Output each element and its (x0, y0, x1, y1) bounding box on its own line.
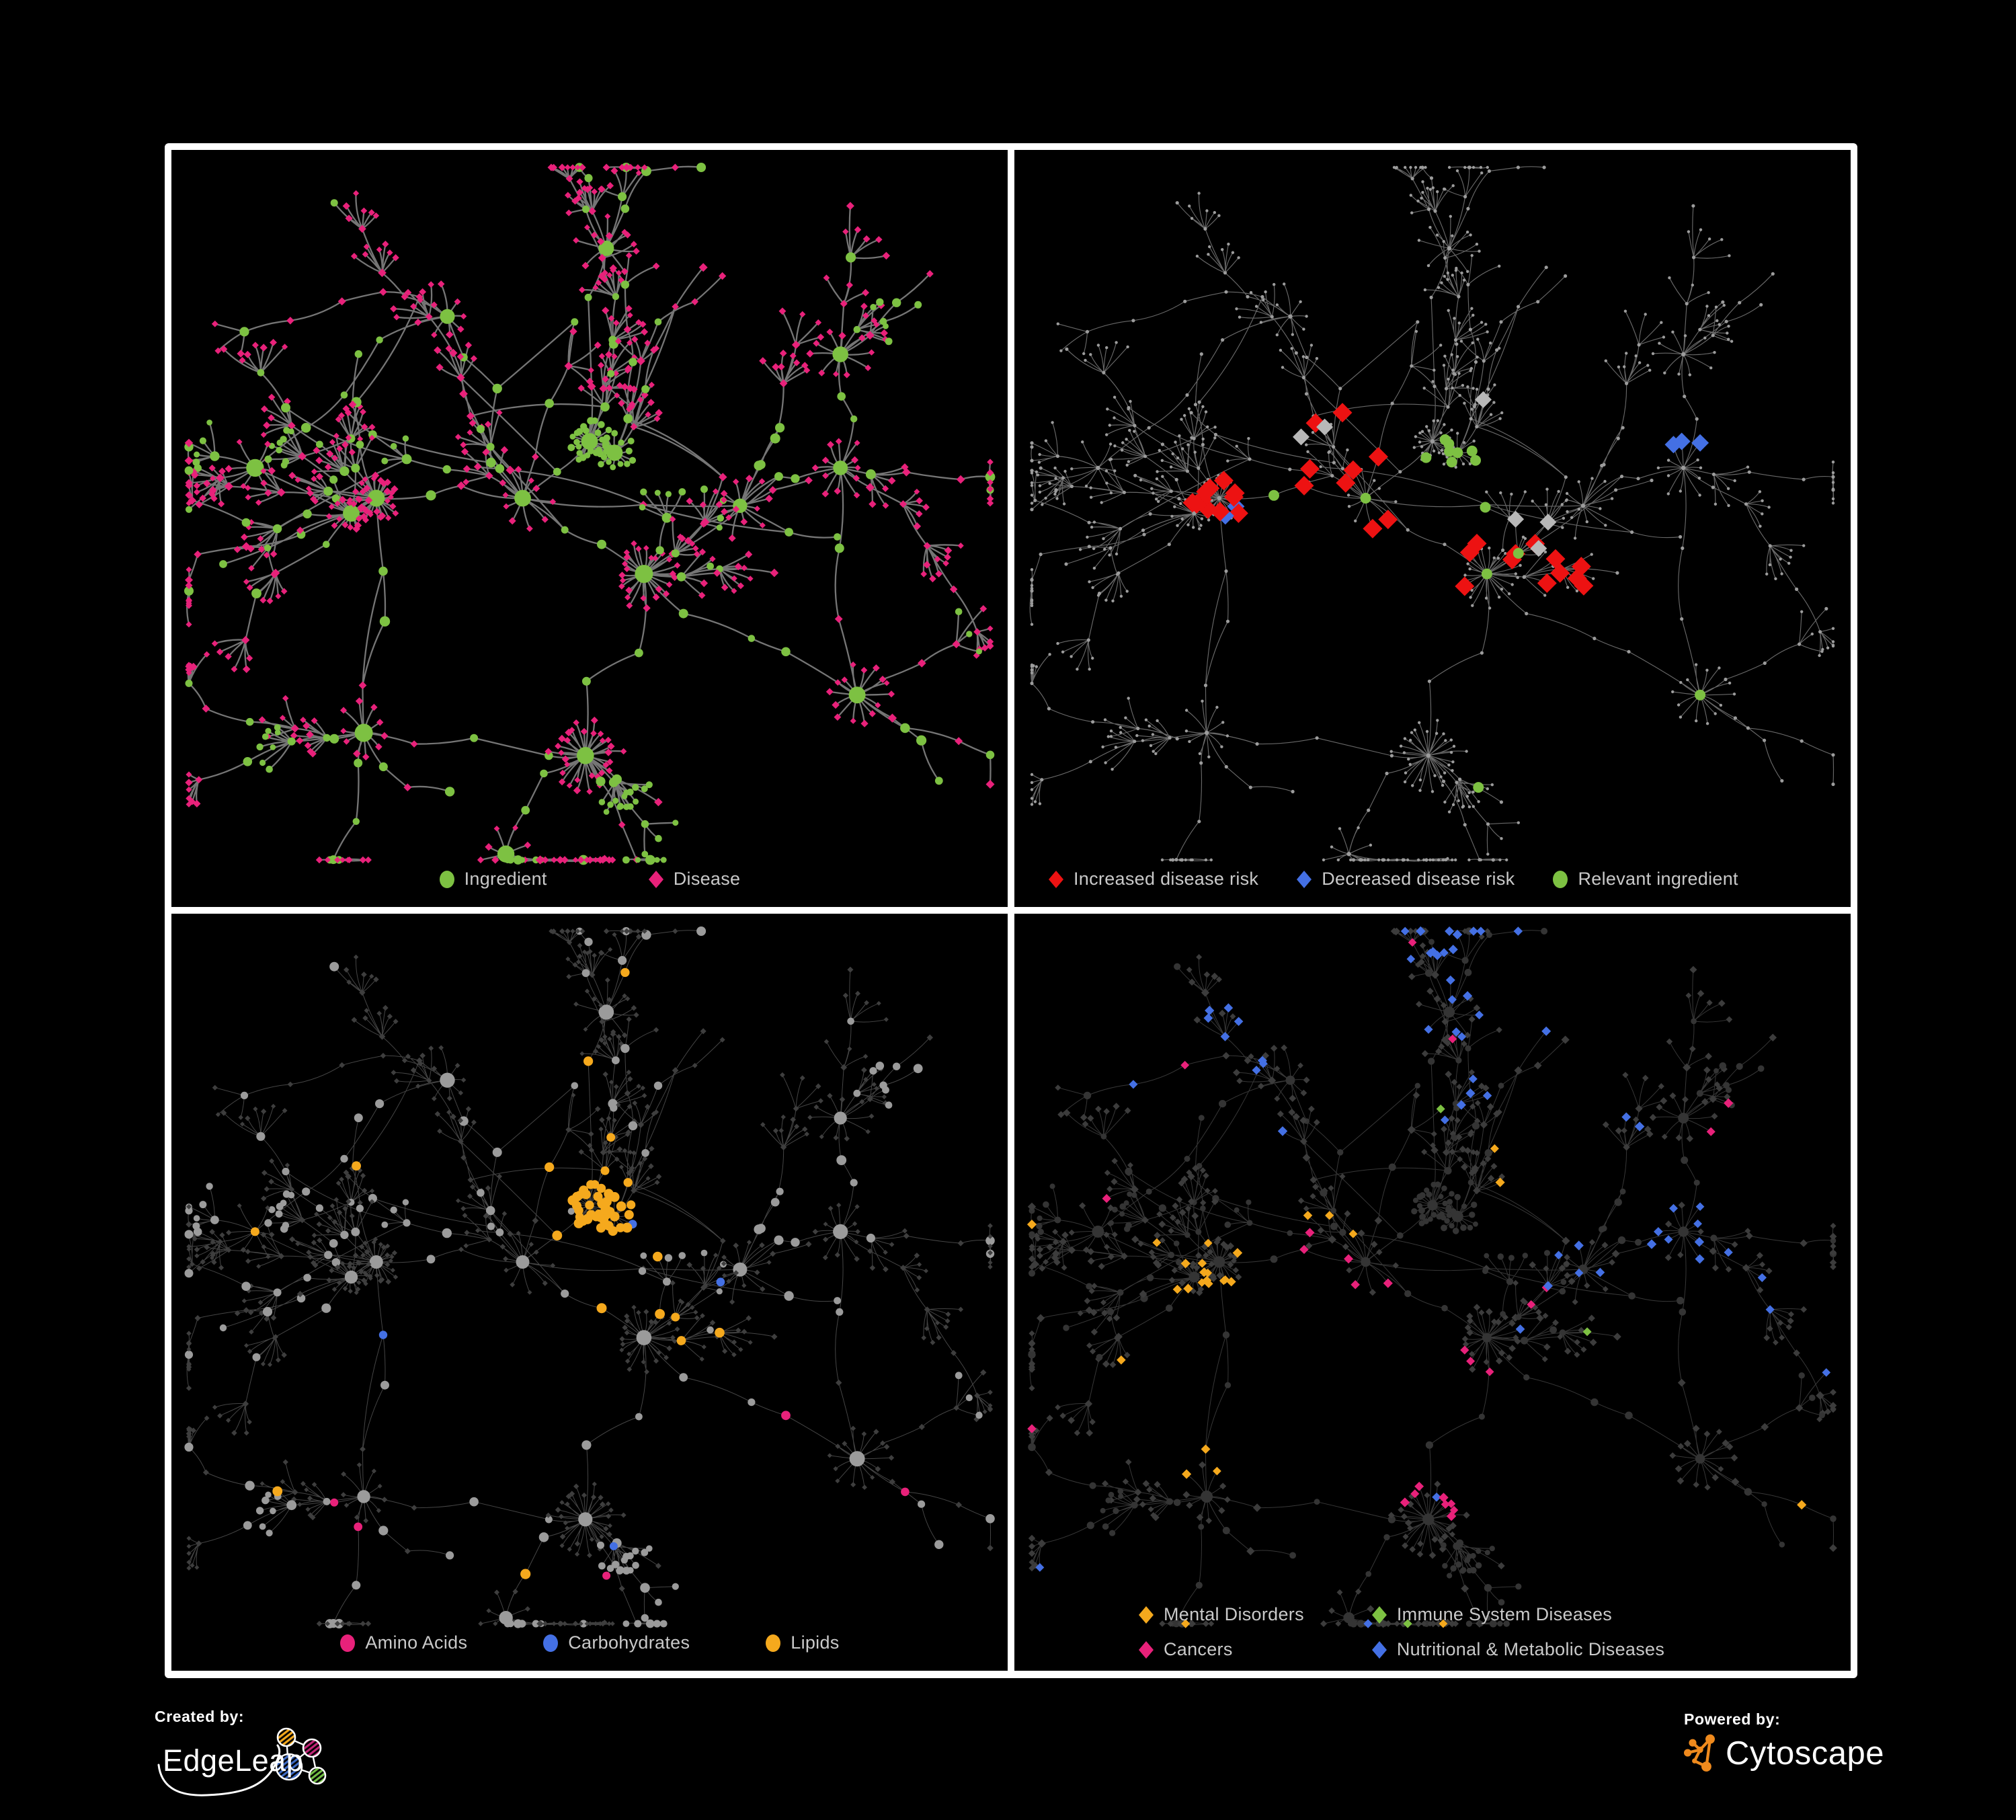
created-by-label: Created by: (155, 1708, 245, 1725)
legend-label: Relevant ingredient (1578, 869, 1738, 889)
legend-item-immune-system-diseases: Immune System Diseases (1371, 1604, 1664, 1625)
legend-item-amino-acids: Amino Acids (339, 1632, 467, 1653)
legend-label: Increased disease risk (1074, 869, 1259, 889)
footer: Created by: (0, 1678, 2016, 1820)
panel-macronutrients: Amino Acids Carbohydrates Lipids (171, 914, 1008, 1671)
legend-item-nutritional-metabolic-diseases: Nutritional & Metabolic Diseases (1371, 1639, 1664, 1660)
legend-label: Immune System Diseases (1396, 1604, 1613, 1624)
powered-by-label: Powered by: (1684, 1710, 1781, 1728)
legend-item-mental-disorders: Mental Disorders (1138, 1604, 1304, 1625)
legend-item-increased-disease-risk: Increased disease risk (1048, 869, 1258, 889)
legend-item-relevant-ingredient: Relevant ingredient (1552, 869, 1738, 889)
legend-label: Decreased disease risk (1322, 869, 1515, 889)
legend-item-cancers: Cancers (1138, 1639, 1304, 1660)
legend-circle-icon (766, 1634, 781, 1652)
legend-diamond-icon (1371, 1606, 1387, 1624)
legend-item-lipids: Lipids (765, 1632, 839, 1653)
legend-label: Nutritional & Metabolic Diseases (1396, 1639, 1665, 1659)
panel-disease-risk: Increased disease risk Decreased disease … (1014, 150, 1851, 907)
edgeleap-logo-icon (157, 1727, 327, 1796)
cytoscape-lockup: Cytoscape (1684, 1734, 1966, 1773)
legend-label: Mental Disorders (1164, 1604, 1304, 1624)
legend-ingredient-disease: Ingredient Disease (171, 869, 1008, 889)
legend-circle-icon (543, 1634, 559, 1652)
legend-diamond-icon (648, 870, 663, 888)
legend-label: Ingredient (464, 869, 547, 889)
cytoscape-brand: Cytoscape (1726, 1735, 1885, 1772)
cytoscape-logo-icon (1684, 1734, 1715, 1772)
legend-label: Amino Acids (365, 1632, 468, 1653)
legend-label: Cancers (1164, 1639, 1233, 1659)
edgeleap-brand: EdgeLeap (163, 1743, 304, 1778)
edgeleap-node-blue (275, 1753, 303, 1781)
network-ingredient-disease (184, 163, 996, 865)
panel-disease-categories: Mental Disorders Immune System Diseases Ca… (1014, 914, 1851, 1671)
legend-disease-categories: Mental Disorders Immune System Diseases Ca… (1014, 1604, 1851, 1660)
edgeleap-node-magenta (302, 1738, 322, 1758)
legend-diamond-icon (1049, 870, 1063, 888)
legend-label: Lipids (791, 1632, 840, 1653)
edgeleap-lockup: EdgeLeap (155, 1726, 383, 1813)
legend-diamond-icon (1371, 1640, 1387, 1659)
legend-item-ingredient: Ingredient (439, 869, 547, 889)
network-disease-categories (1026, 926, 1837, 1628)
legend-circle-icon (340, 1634, 356, 1652)
legend-diamond-icon (1297, 870, 1312, 888)
edgeleap-node-orange (276, 1727, 296, 1747)
legend-disease-risk: Increased disease risk Decreased disease … (1014, 869, 1851, 889)
legend-circle-icon (439, 870, 454, 888)
legend-item-carbohydrates: Carbohydrates (542, 1632, 690, 1653)
legend-diamond-icon (1139, 1606, 1154, 1624)
cytoscape-credit: Powered by: (1684, 1710, 1966, 1798)
legend-item-disease: Disease (648, 869, 741, 889)
legend-item-decreased-disease-risk: Decreased disease risk (1296, 869, 1515, 889)
edgeleap-swoosh (157, 1744, 281, 1796)
network-disease-risk (1029, 165, 1835, 862)
edgeleap-credit: Created by: (155, 1708, 383, 1815)
panel-grid: Ingredient Disease Increased disease risk… (165, 143, 1857, 1678)
legend-label: Carbohydrates (568, 1632, 690, 1653)
legend-circle-icon (1553, 870, 1568, 888)
panel-ingredient-disease: Ingredient Disease (171, 150, 1008, 907)
network-macronutrients (184, 926, 995, 1629)
legend-diamond-icon (1139, 1640, 1154, 1659)
edgeleap-node-green (308, 1766, 327, 1785)
legend-label: Disease (673, 869, 741, 889)
legend-macronutrients: Amino Acids Carbohydrates Lipids (171, 1632, 1008, 1653)
